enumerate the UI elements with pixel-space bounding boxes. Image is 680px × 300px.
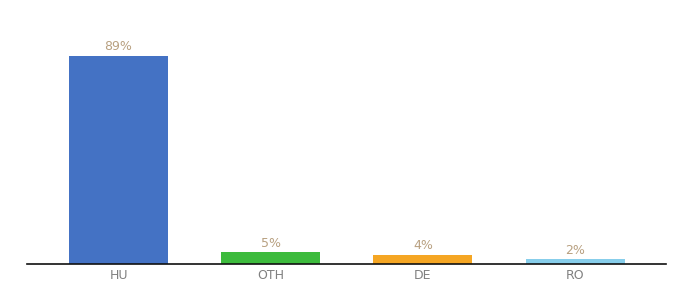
Bar [69, 56, 168, 264]
Text: 89%: 89% [105, 40, 133, 53]
Bar [526, 259, 624, 264]
Bar [373, 255, 473, 264]
Bar [221, 252, 320, 264]
Text: 2%: 2% [565, 244, 585, 257]
Text: 5%: 5% [260, 237, 281, 250]
Text: 4%: 4% [413, 239, 433, 252]
